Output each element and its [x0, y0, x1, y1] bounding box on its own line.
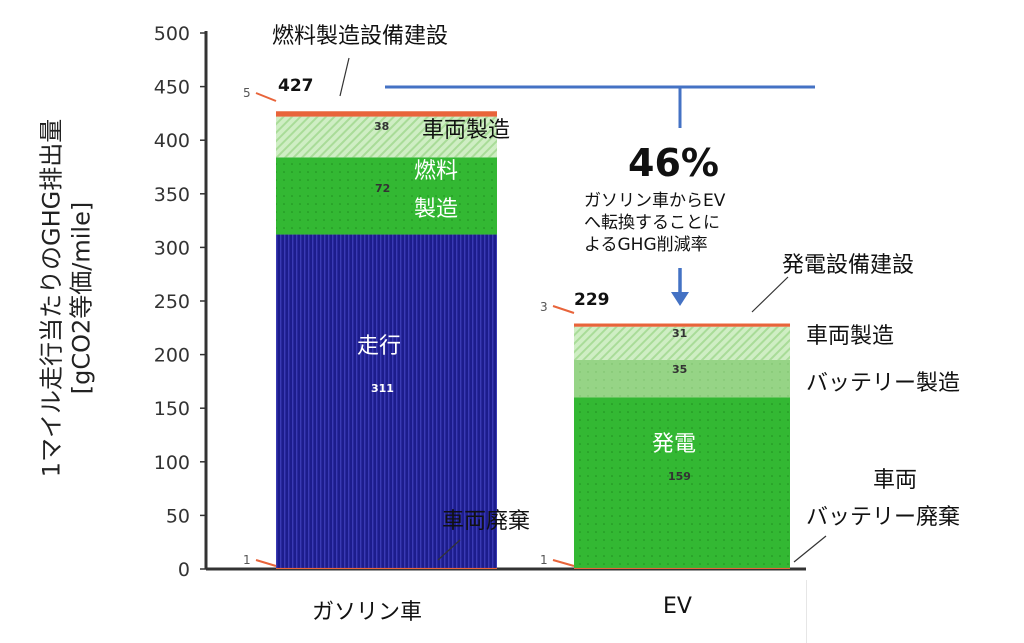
value-gas-vehicle-manufacturing: 38	[374, 120, 390, 133]
ev-top-small-value: 3	[540, 300, 548, 314]
value-fuel-manufacturing: 72	[375, 182, 391, 195]
bar-segment	[276, 157, 497, 235]
bar-segment	[276, 111, 497, 117]
divider-line	[806, 580, 807, 643]
gas-bottom-small-value: 1	[243, 553, 251, 567]
label-battery-manufacturing: バッテリー製造	[806, 371, 961, 396]
bar-segment	[574, 359, 790, 398]
gas-top-small-value: 5	[243, 86, 251, 100]
y-axis-title: 1マイル走行当たりのGHG排出量 [gCO2等価/mile]	[26, 108, 106, 488]
y-axis-title-line2: [gCO2等価/mile]	[67, 201, 96, 395]
label-fuel-manufacturing-line1: 燃料	[414, 159, 459, 184]
x-tick-gasoline: ガソリン車	[312, 600, 423, 625]
y-tick-label: 150	[154, 398, 190, 420]
y-tick-label: 350	[154, 184, 190, 206]
gas-top-connector	[255, 92, 277, 102]
reduction-note: ガソリン車からEV へ転換することに よるGHG削減率	[584, 190, 725, 256]
reduction-percentage: 46%	[628, 141, 719, 185]
fuel-plant-pointer	[339, 57, 350, 97]
label-gas-vehicle-disposal: 車両廃棄	[442, 509, 531, 534]
ev-top-connector	[552, 305, 575, 314]
ev-bottom-small-value: 1	[540, 553, 548, 567]
gas-bottom-connector	[255, 559, 277, 567]
label-driving: 走行	[357, 334, 402, 359]
power-plant-pointer	[751, 276, 789, 313]
y-tick-label: 300	[154, 237, 190, 259]
bar-segment	[276, 116, 497, 158]
ev-bottom-connector	[552, 559, 575, 567]
reduction-arrow-head	[671, 292, 689, 306]
y-tick-label: 450	[154, 77, 190, 99]
bar-segment	[574, 397, 790, 568]
y-tick-label: 100	[154, 452, 190, 474]
y-axis-title-line1: 1マイル走行当たりのGHG排出量	[37, 118, 66, 478]
y-tick-label: 500	[154, 23, 190, 45]
gas-disposal-pointer	[437, 539, 461, 561]
y-tick-label: 200	[154, 345, 190, 367]
label-fuel-manufacturing-line2: 製造	[414, 197, 459, 222]
x-tick-ev: EV	[663, 594, 692, 619]
gas-total-label: 427	[278, 76, 314, 96]
value-power-generation: 159	[668, 470, 691, 483]
y-tick-label: 50	[166, 505, 190, 527]
value-battery-manufacturing: 35	[672, 363, 688, 376]
bars	[276, 111, 790, 569]
label-fuel-plant-construction: 燃料製造設備建設	[272, 24, 449, 49]
y-tick-label: 250	[154, 291, 190, 313]
label-gas-vehicle-manufacturing: 車両製造	[422, 118, 511, 143]
reduction-note-line3: よるGHG削減率	[584, 235, 708, 255]
bar-segment	[574, 326, 790, 360]
reduction-note-line2: へ転換することに	[584, 213, 720, 233]
label-power-plant-construction: 発電設備建設	[782, 253, 915, 278]
label-ev-vehicle-manufacturing: 車両製造	[806, 324, 895, 349]
value-driving: 311	[371, 382, 394, 395]
value-ev-vehicle-manufacturing: 31	[672, 327, 688, 340]
y-tick-label: 400	[154, 130, 190, 152]
bar-segment	[574, 323, 790, 327]
reduction-note-line1: ガソリン車からEV	[584, 191, 726, 211]
y-tick-label: 0	[178, 559, 190, 581]
label-ev-disposal-line1: 車両	[873, 468, 918, 493]
ev-total-label: 229	[574, 290, 610, 310]
label-power-generation: 発電	[652, 432, 697, 457]
bar-segment	[276, 234, 497, 568]
ev-disposal-pointer	[793, 535, 827, 563]
annotations	[255, 57, 827, 567]
label-ev-disposal-line2: バッテリー廃棄	[806, 505, 961, 530]
